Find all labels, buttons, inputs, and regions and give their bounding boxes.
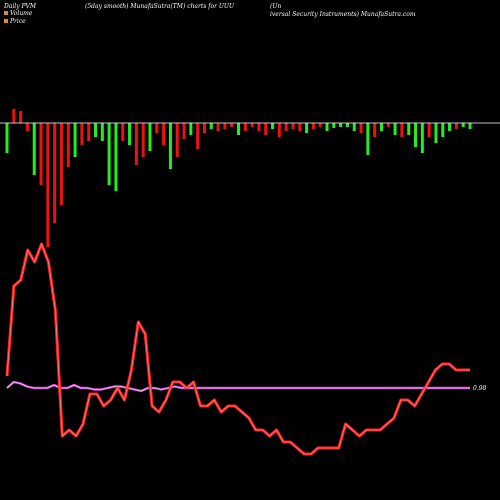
volume-bar bbox=[189, 123, 193, 135]
volume-bars bbox=[5, 109, 472, 247]
last-value-label: 0.98 bbox=[473, 385, 487, 392]
volume-bar bbox=[134, 123, 138, 165]
volume-bar bbox=[250, 123, 254, 127]
volume-bar bbox=[237, 123, 240, 135]
volume-bar bbox=[291, 123, 295, 129]
volume-bar bbox=[209, 123, 213, 129]
volume-bar bbox=[284, 123, 288, 131]
volume-bar bbox=[107, 123, 111, 185]
volume-bar bbox=[454, 123, 458, 129]
volume-bar bbox=[87, 123, 91, 141]
volume-bar bbox=[407, 123, 411, 135]
volume-bar bbox=[223, 123, 227, 129]
volume-bar bbox=[121, 123, 125, 141]
volume-bar bbox=[100, 123, 104, 141]
volume-bar bbox=[66, 123, 70, 167]
legend-volume-swatch bbox=[4, 11, 8, 15]
volume-bar bbox=[305, 123, 309, 133]
volume-bar bbox=[155, 123, 159, 133]
volume-bar bbox=[162, 123, 166, 145]
volume-bar bbox=[53, 123, 57, 223]
volume-bar bbox=[448, 123, 452, 131]
header-right-b: iversal Security Instruments) MunafaSutr… bbox=[270, 11, 416, 18]
volume-bar bbox=[230, 123, 234, 127]
volume-bar bbox=[332, 123, 336, 128]
volume-bar bbox=[148, 123, 152, 151]
volume-bar bbox=[468, 123, 472, 129]
volume-bar bbox=[352, 123, 356, 131]
volume-bar bbox=[379, 123, 383, 131]
volume-bar bbox=[461, 123, 465, 127]
volume-bar bbox=[386, 123, 390, 127]
volume-bar bbox=[25, 123, 29, 131]
volume-bar bbox=[264, 123, 268, 135]
volume-bar bbox=[420, 123, 424, 153]
volume-bar bbox=[5, 123, 9, 153]
volume-bar bbox=[32, 123, 36, 175]
volume-bar bbox=[12, 109, 16, 123]
header-middle: (5day smooth) MunafaSutra(TM) charts for… bbox=[85, 3, 235, 10]
header-left: Daily PVM bbox=[3, 3, 37, 10]
volume-bar bbox=[114, 123, 118, 191]
legend-price-label: Price bbox=[9, 18, 26, 25]
price-line-core bbox=[6, 243, 470, 455]
volume-bar bbox=[19, 111, 23, 123]
volume-bar bbox=[373, 123, 377, 137]
volume-bar bbox=[257, 123, 261, 131]
volume-bar bbox=[277, 123, 281, 137]
volume-bar bbox=[216, 123, 220, 131]
header-right-a: (Un bbox=[270, 3, 281, 10]
volume-bar bbox=[128, 123, 132, 145]
volume-bar bbox=[400, 123, 404, 137]
volume-bar bbox=[80, 123, 84, 145]
volume-bar bbox=[202, 123, 206, 133]
pvm-line bbox=[6, 380, 470, 393]
volume-bar bbox=[243, 123, 247, 131]
volume-bar bbox=[168, 123, 172, 169]
volume-bar bbox=[182, 123, 186, 139]
volume-bar bbox=[175, 123, 179, 157]
line-series bbox=[5, 242, 470, 456]
volume-bar bbox=[196, 123, 200, 149]
volume-bar bbox=[359, 123, 363, 133]
volume-bar bbox=[59, 123, 63, 205]
volume-bar bbox=[311, 123, 315, 129]
volume-bar bbox=[39, 123, 43, 185]
volume-bar bbox=[414, 123, 418, 147]
volume-bar bbox=[434, 123, 438, 143]
volume-bar bbox=[46, 123, 50, 247]
legend-price-swatch bbox=[4, 19, 8, 23]
volume-bar bbox=[393, 123, 397, 135]
volume-bar bbox=[441, 123, 445, 137]
legend-volume-label: Volume bbox=[10, 10, 33, 17]
volume-bar bbox=[366, 123, 370, 155]
volume-bar bbox=[318, 123, 322, 127]
volume-bar bbox=[271, 123, 275, 129]
volume-bar bbox=[345, 123, 349, 127]
volume-bar bbox=[141, 123, 145, 157]
volume-bar bbox=[325, 123, 329, 131]
volume-bar bbox=[73, 123, 77, 157]
volume-bar bbox=[427, 123, 431, 137]
volume-bar bbox=[94, 123, 98, 137]
volume-bar bbox=[298, 123, 302, 131]
volume-bar bbox=[339, 123, 343, 127]
pvm-line-core bbox=[6, 381, 470, 392]
price-line bbox=[5, 242, 470, 456]
